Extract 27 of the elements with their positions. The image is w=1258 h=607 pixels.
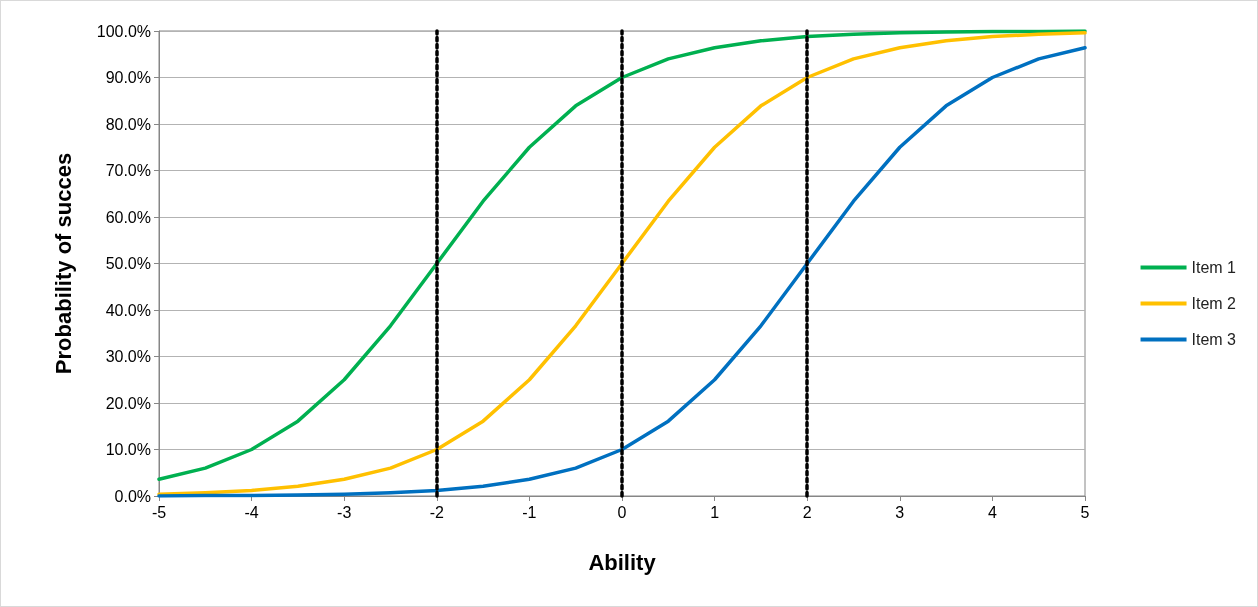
y-tick-label: 100.0% — [96, 22, 151, 40]
y-tick-label: 50.0% — [105, 255, 151, 272]
y-axis-title: Probability of succes — [50, 152, 76, 375]
y-tick-label: 90.0% — [105, 69, 151, 86]
x-tick-label: -3 — [337, 503, 352, 521]
legend-label: Item 2 — [1191, 295, 1237, 312]
x-tick-label: 4 — [987, 503, 997, 521]
y-tick-label: 80.0% — [105, 115, 151, 133]
x-tick-label: 5 — [1080, 503, 1090, 521]
legend-label: Item 3 — [1191, 331, 1237, 348]
x-tick-label: 3 — [895, 503, 905, 521]
y-tick-label: 40.0% — [105, 301, 151, 319]
legend-label: Item 1 — [1191, 259, 1237, 276]
x-tick-label: 2 — [802, 503, 812, 521]
x-tick-label: -4 — [244, 503, 259, 521]
x-tick-label: -5 — [151, 503, 167, 521]
y-tick-label: 10.0% — [105, 441, 151, 458]
y-tick-label: 30.0% — [105, 348, 151, 365]
x-axis-title: Ability — [588, 549, 657, 575]
y-tick-label: 60.0% — [105, 208, 151, 226]
x-tick-label: 0 — [617, 503, 627, 521]
y-tick-label: 20.0% — [105, 394, 151, 412]
x-tick-label: -2 — [429, 503, 445, 521]
y-tick-label: 0.0% — [114, 487, 151, 505]
y-tick-label: 70.0% — [105, 162, 151, 179]
x-tick-label: 1 — [710, 503, 720, 521]
x-tick-label: -1 — [522, 503, 537, 521]
